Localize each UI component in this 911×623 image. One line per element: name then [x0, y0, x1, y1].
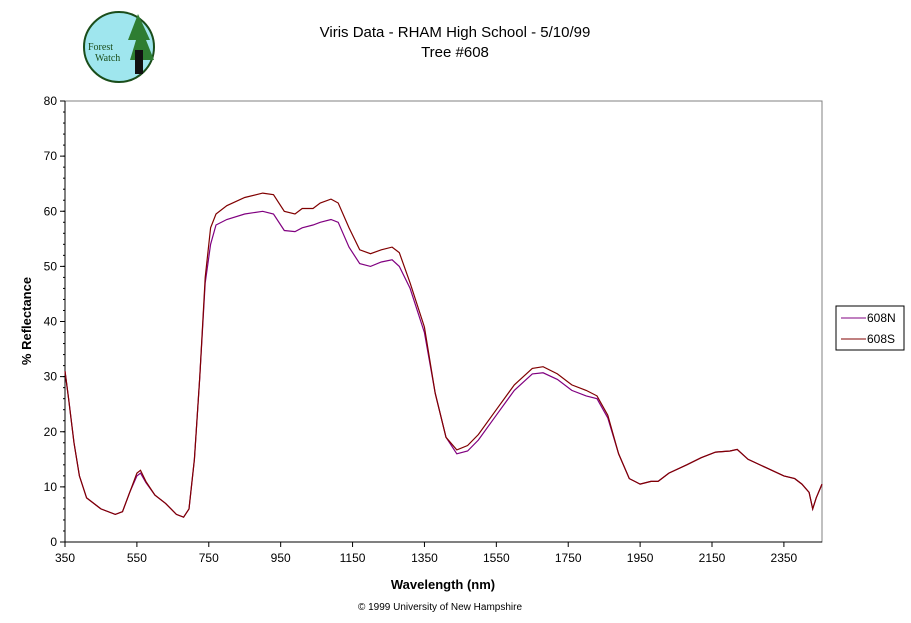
- x-tick-label: 1550: [483, 551, 510, 565]
- y-axis-label: % Reflectance: [19, 277, 34, 365]
- chart-subtitle: Tree #608: [421, 44, 489, 61]
- y-tick-label: 80: [44, 94, 58, 108]
- x-tick-label: 550: [127, 551, 147, 565]
- y-tick-label: 0: [50, 535, 57, 549]
- x-tick-label: 2150: [699, 551, 726, 565]
- logo: Forest Watch: [83, 11, 155, 83]
- x-tick-label: 950: [271, 551, 291, 565]
- y-tick-label: 60: [44, 204, 58, 218]
- legend-label-608S: 608S: [867, 332, 895, 346]
- x-tick-label: 750: [199, 551, 219, 565]
- series-line-608S: [64, 192, 823, 518]
- plot-area: [64, 100, 823, 543]
- y-tick-label: 50: [44, 259, 58, 273]
- x-axis-label: Wavelength (nm): [391, 577, 495, 592]
- y-tick-label: 40: [44, 315, 58, 329]
- x-tick-label: 350: [55, 551, 75, 565]
- legend: 608N 608S: [835, 305, 905, 351]
- y-tick-label: 10: [44, 480, 58, 494]
- chart-title: Viris Data - RHAM High School - 5/10/99: [320, 24, 591, 41]
- x-tick-label: 2350: [771, 551, 798, 565]
- legend-label-608N: 608N: [867, 311, 896, 325]
- svg-text:Forest: Forest: [88, 42, 113, 53]
- x-tick-label: 1950: [627, 551, 654, 565]
- y-tick-label: 70: [44, 149, 58, 163]
- copyright: © 1999 University of New Hampshire: [358, 602, 523, 613]
- x-tick-label: 1150: [340, 551, 366, 565]
- y-tick-label: 30: [44, 370, 58, 384]
- x-tick-label: 1350: [411, 551, 438, 565]
- x-tick-label: 1750: [555, 551, 582, 565]
- svg-text:Watch: Watch: [95, 53, 120, 64]
- y-tick-label: 20: [44, 425, 58, 439]
